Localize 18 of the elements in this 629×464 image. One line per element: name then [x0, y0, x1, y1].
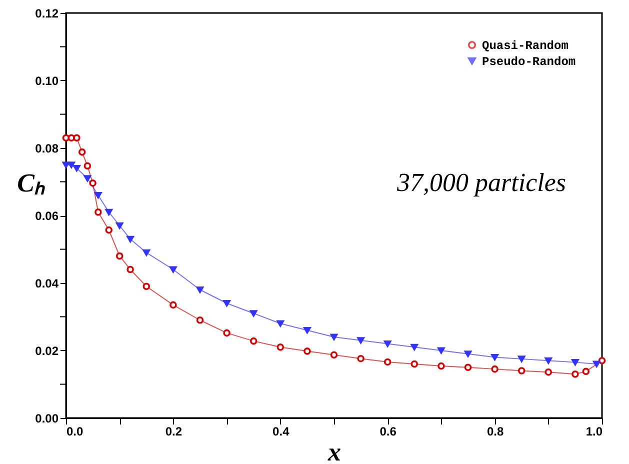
x-tick-label: 0.8 [486, 424, 504, 438]
y-tick-label: 0.06 [35, 209, 59, 223]
y-tick-label: 0.02 [35, 344, 59, 358]
x-tick-label: 0.0 [66, 424, 84, 438]
y-tick-label: 0.00 [35, 412, 59, 426]
legend-label: Quasi-Random [482, 39, 568, 53]
y-tick-label: 0.08 [35, 142, 59, 156]
y-axis-title: Cₕ [17, 168, 46, 198]
x-tick-label: 0.2 [165, 424, 182, 438]
x-axis-title: x [327, 438, 341, 464]
y-tick-label: 0.12 [35, 6, 59, 20]
y-tick-label: 0.04 [35, 276, 59, 290]
x-tick-label: 0.4 [272, 424, 290, 438]
legend-label: Pseudo-Random [482, 55, 576, 69]
x-tick-label: 1.0 [586, 424, 603, 438]
x-tick-label: 0.6 [380, 424, 397, 438]
annotation: 37,000 particles [396, 168, 566, 197]
y-tick-label: 0.10 [35, 74, 59, 88]
